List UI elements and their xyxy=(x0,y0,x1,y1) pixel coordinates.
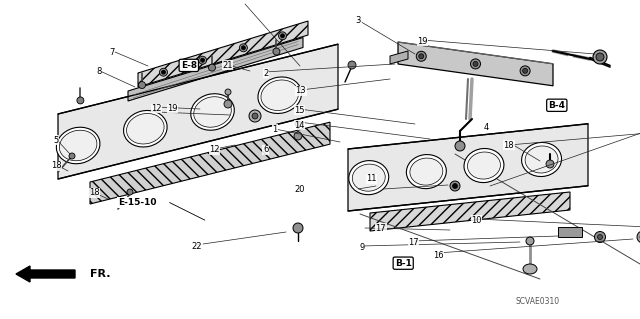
Text: 5: 5 xyxy=(54,136,59,145)
Text: FR.: FR. xyxy=(90,269,111,279)
Ellipse shape xyxy=(191,94,234,130)
Circle shape xyxy=(138,82,145,89)
Text: 4: 4 xyxy=(484,123,489,132)
Text: E-8: E-8 xyxy=(180,61,197,70)
Ellipse shape xyxy=(523,264,537,274)
Text: 17: 17 xyxy=(376,224,386,233)
Ellipse shape xyxy=(406,155,446,189)
Circle shape xyxy=(295,121,301,127)
Text: 18: 18 xyxy=(51,161,61,170)
Text: 2: 2 xyxy=(263,69,268,78)
Ellipse shape xyxy=(467,152,500,179)
Text: 18: 18 xyxy=(90,189,100,197)
Polygon shape xyxy=(558,227,582,237)
Ellipse shape xyxy=(349,160,388,195)
Circle shape xyxy=(637,231,640,243)
Circle shape xyxy=(249,110,261,122)
Text: 7: 7 xyxy=(109,48,115,57)
Circle shape xyxy=(419,54,424,59)
Text: 6: 6 xyxy=(263,145,268,154)
Text: 9: 9 xyxy=(360,243,365,252)
Circle shape xyxy=(546,160,554,168)
Circle shape xyxy=(526,237,534,245)
Polygon shape xyxy=(90,122,330,204)
Circle shape xyxy=(77,97,84,104)
Text: 11: 11 xyxy=(366,174,376,183)
Text: 20: 20 xyxy=(294,185,305,194)
Circle shape xyxy=(224,100,232,108)
Ellipse shape xyxy=(464,149,504,182)
Text: 12: 12 xyxy=(152,104,162,113)
Circle shape xyxy=(239,44,248,52)
Circle shape xyxy=(241,46,245,50)
Ellipse shape xyxy=(410,158,443,185)
Circle shape xyxy=(348,61,356,69)
Text: 18: 18 xyxy=(504,141,514,150)
Polygon shape xyxy=(58,44,338,179)
Ellipse shape xyxy=(522,143,561,176)
Text: B-1: B-1 xyxy=(395,259,412,268)
Text: SCVAE0310: SCVAE0310 xyxy=(516,297,559,306)
Circle shape xyxy=(593,50,607,64)
Circle shape xyxy=(596,53,604,61)
Text: 17: 17 xyxy=(408,238,419,247)
Text: B-4: B-4 xyxy=(548,101,565,110)
Circle shape xyxy=(198,56,207,64)
Polygon shape xyxy=(390,51,408,64)
Polygon shape xyxy=(348,124,588,211)
Ellipse shape xyxy=(352,164,385,191)
Text: 19: 19 xyxy=(417,37,428,46)
Circle shape xyxy=(598,234,602,240)
Text: 14: 14 xyxy=(294,121,305,130)
Circle shape xyxy=(470,59,481,69)
Text: 3: 3 xyxy=(356,16,361,25)
Circle shape xyxy=(455,141,465,151)
Text: 13: 13 xyxy=(296,86,306,95)
Ellipse shape xyxy=(261,80,298,110)
Text: 1: 1 xyxy=(273,125,278,134)
Ellipse shape xyxy=(194,97,231,127)
Text: 22: 22 xyxy=(192,242,202,251)
Text: 10: 10 xyxy=(472,216,482,225)
Text: E-15-10: E-15-10 xyxy=(118,198,157,207)
Circle shape xyxy=(473,61,478,66)
Circle shape xyxy=(252,113,258,119)
Polygon shape xyxy=(370,192,570,231)
Ellipse shape xyxy=(124,110,167,147)
Polygon shape xyxy=(128,38,303,101)
Text: 19: 19 xyxy=(168,104,178,113)
Circle shape xyxy=(595,232,605,242)
Ellipse shape xyxy=(127,114,164,144)
Ellipse shape xyxy=(60,130,97,161)
Circle shape xyxy=(452,183,458,189)
Circle shape xyxy=(450,181,460,191)
Circle shape xyxy=(523,68,527,73)
Circle shape xyxy=(209,64,216,71)
Text: 16: 16 xyxy=(433,251,444,260)
Ellipse shape xyxy=(258,77,301,114)
Circle shape xyxy=(294,132,302,140)
FancyArrow shape xyxy=(16,266,75,282)
Circle shape xyxy=(293,223,303,233)
Polygon shape xyxy=(138,21,308,87)
Ellipse shape xyxy=(525,146,558,173)
Circle shape xyxy=(273,48,280,55)
Polygon shape xyxy=(398,42,553,86)
Text: 15: 15 xyxy=(294,106,305,115)
Circle shape xyxy=(159,68,168,76)
Circle shape xyxy=(520,66,530,76)
Circle shape xyxy=(416,51,426,61)
Text: 8: 8 xyxy=(97,67,102,76)
Ellipse shape xyxy=(56,127,100,164)
Circle shape xyxy=(200,58,205,62)
Text: 12: 12 xyxy=(209,145,220,154)
Circle shape xyxy=(69,153,75,159)
Circle shape xyxy=(278,32,287,40)
Circle shape xyxy=(280,34,285,38)
Circle shape xyxy=(161,70,166,74)
Circle shape xyxy=(127,189,133,195)
Circle shape xyxy=(225,89,231,95)
Text: 21: 21 xyxy=(222,61,232,70)
